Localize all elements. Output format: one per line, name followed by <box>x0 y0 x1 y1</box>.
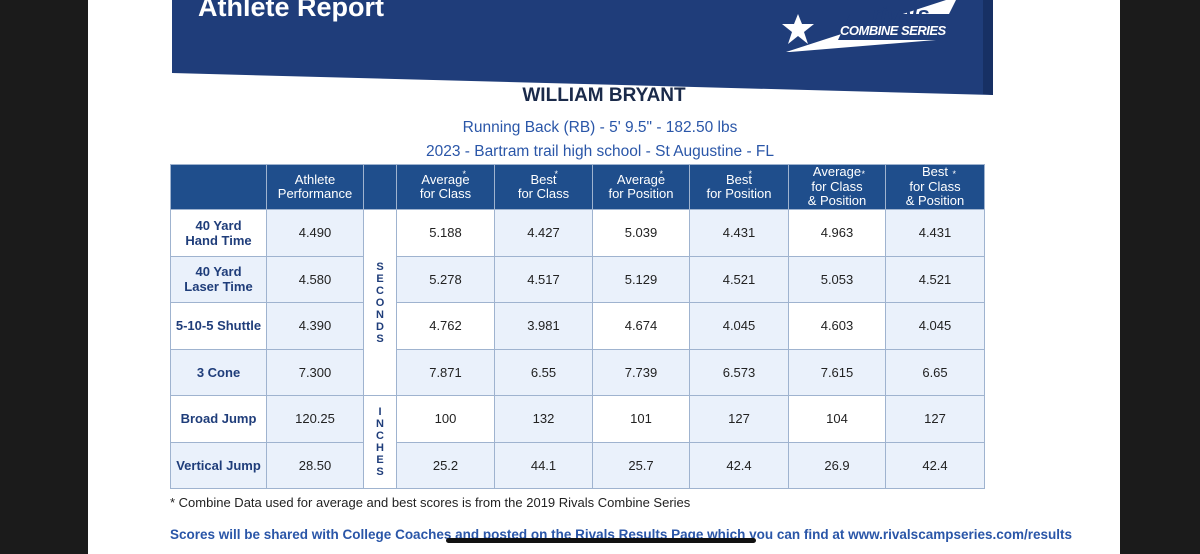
value-cell: 5.129 <box>592 255 690 303</box>
report-banner <box>172 0 993 95</box>
header-unit <box>363 164 397 210</box>
row-label: 3 Cone <box>170 348 267 396</box>
value-cell: 26.9 <box>788 441 886 489</box>
table-row: 3 Cone 7.300 7.871 6.55 7.739 6.573 7.61… <box>170 348 985 396</box>
value-cell: 28.50 <box>266 441 364 489</box>
value-cell: 104 <box>788 395 886 443</box>
value-cell: 4.045 <box>885 302 985 350</box>
header-athlete-performance: Athlete Performance <box>266 164 364 210</box>
value-cell: 127 <box>885 395 985 443</box>
value-cell: 4.390 <box>266 302 364 350</box>
value-cell: 101 <box>592 395 690 443</box>
row-label: 5-10-5 Shuttle <box>170 302 267 350</box>
athlete-school-info: 2023 - Bartram trail high school - St Au… <box>425 143 775 160</box>
value-cell: 7.615 <box>788 348 886 396</box>
value-cell: 4.521 <box>885 255 985 303</box>
value-cell: 4.045 <box>689 302 789 350</box>
value-cell: 44.1 <box>494 441 593 489</box>
value-cell: 25.7 <box>592 441 690 489</box>
header-average-for-position: * Average for Position <box>592 164 690 210</box>
header-empty <box>170 164 267 210</box>
value-cell: 5.039 <box>592 209 690 257</box>
header-best-class-position: * Best for Class & Position <box>885 164 985 210</box>
report-page: Athlete Report rivals COMBINE SERIES WIL… <box>88 0 1120 554</box>
report-title: Athlete Report <box>198 0 385 22</box>
value-cell: 42.4 <box>885 441 985 489</box>
header-average-for-class: * Average for Class <box>396 164 495 210</box>
table-row: 40 Yard Laser Time 4.580 5.278 4.517 5.12… <box>170 255 985 303</box>
value-cell: 6.55 <box>494 348 593 396</box>
value-cell: 5.053 <box>788 255 886 303</box>
value-cell: 25.2 <box>396 441 495 489</box>
scores-shared-note: Scores will be shared with College Coach… <box>170 527 1073 542</box>
value-cell: 4.521 <box>689 255 789 303</box>
rivals-logo-icon <box>782 0 956 52</box>
value-cell: 6.65 <box>885 348 985 396</box>
value-cell: 4.580 <box>266 255 364 303</box>
redaction-mark <box>446 538 756 543</box>
value-cell: 7.300 <box>266 348 364 396</box>
value-cell: 4.603 <box>788 302 886 350</box>
value-cell: 4.762 <box>396 302 495 350</box>
value-cell: 120.25 <box>266 395 364 443</box>
header-average-class-position: * Average for Class & Position <box>788 164 886 210</box>
value-cell: 4.517 <box>494 255 593 303</box>
value-cell: 127 <box>689 395 789 443</box>
value-cell: 4.674 <box>592 302 690 350</box>
rivals-logo-text: rivals <box>872 2 930 27</box>
value-cell: 100 <box>396 395 495 443</box>
row-label: Vertical Jump <box>170 441 267 489</box>
value-cell: 6.573 <box>689 348 789 396</box>
value-cell: 4.431 <box>689 209 789 257</box>
value-cell: 3.981 <box>494 302 593 350</box>
combine-data-note: * Combine Data used for average and best… <box>170 495 691 510</box>
athlete-position-measurements: Running Back (RB) - 5' 9.5" - 182.50 lbs <box>462 119 738 136</box>
row-label: Broad Jump <box>170 395 267 443</box>
table-header-row: Athlete Performance * Average for Class * Be… <box>170 164 985 210</box>
row-label: 40 Yard Hand Time <box>170 209 267 257</box>
value-cell: 7.871 <box>396 348 495 396</box>
value-cell: 4.490 <box>266 209 364 257</box>
value-cell: 4.427 <box>494 209 593 257</box>
value-cell: 4.431 <box>885 209 985 257</box>
value-cell: 4.963 <box>788 209 886 257</box>
value-cell: 5.278 <box>396 255 495 303</box>
header-best-for-position: * Best for Position <box>689 164 789 210</box>
table-row: Vertical Jump 28.50 25.2 44.1 25.7 42.4 … <box>170 441 985 489</box>
value-cell: 5.188 <box>396 209 495 257</box>
header-best-for-class: * Best for Class <box>494 164 593 210</box>
value-cell: 7.739 <box>592 348 690 396</box>
value-cell: 42.4 <box>689 441 789 489</box>
athlete-name: WILLIAM BRYANT <box>522 85 686 106</box>
combine-results-table: Athlete Performance * Average for Class * Be… <box>170 164 985 489</box>
row-label: 40 Yard Laser Time <box>170 255 267 303</box>
combine-series-logo-text: COMBINE SERIES <box>840 23 946 38</box>
value-cell: 132 <box>494 395 593 443</box>
table-row: 5-10-5 Shuttle 4.390 4.762 3.981 4.674 4… <box>170 302 985 350</box>
